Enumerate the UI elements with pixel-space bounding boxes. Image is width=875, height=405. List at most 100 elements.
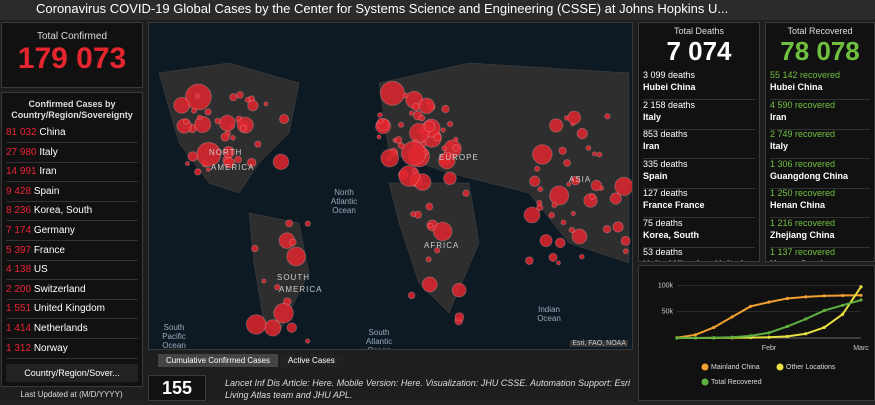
deaths-place: Iran xyxy=(643,141,660,151)
case-bubble xyxy=(604,113,611,120)
case-bubble xyxy=(418,97,435,115)
deaths-place: Spain xyxy=(643,170,668,181)
case-bubble xyxy=(452,143,460,152)
recovered-row: 4 590 recovered Iran xyxy=(770,99,870,130)
recovered-panel: Total Recovered 78 078 55 142 recovered H… xyxy=(765,22,875,262)
case-bubble xyxy=(591,151,597,157)
country-name: Switzerland xyxy=(33,283,86,295)
point xyxy=(712,325,716,330)
case-bubble xyxy=(602,224,612,234)
case-bubble xyxy=(570,210,576,217)
case-bubble xyxy=(194,115,212,134)
x-tick-label: Marc xyxy=(853,345,869,352)
point xyxy=(712,336,716,340)
recovered-place: Hubei China xyxy=(770,82,823,92)
map[interactable]: NORTH AMERICA North Atlantic Ocean EUROPE AF… xyxy=(148,22,633,350)
recovered-row: 1 216 recovered Zhejiang China xyxy=(770,217,870,248)
legend-swatch xyxy=(701,363,709,371)
case-bubble xyxy=(190,107,197,114)
case-bubble xyxy=(523,206,541,224)
case-bubble xyxy=(418,114,426,122)
country-name: Norway xyxy=(33,342,68,354)
recovered-place: Korea, South xyxy=(770,258,870,261)
selector-text[interactable]: Country/Region/Sover... xyxy=(24,368,120,378)
recovered-row: 1 137 recoveredKorea, South xyxy=(770,246,870,261)
case-bubble xyxy=(441,145,447,152)
case-bubble xyxy=(551,202,558,209)
case-bubble xyxy=(245,314,267,335)
case-count: 2 200 xyxy=(6,283,32,295)
country-row: 1 551 United Kingdom xyxy=(6,299,138,320)
point xyxy=(859,285,863,289)
recovered-row: 1 250 recovered Henan China xyxy=(770,187,870,218)
case-bubble xyxy=(304,338,311,344)
case-bubble xyxy=(571,228,588,245)
recovered-row: 55 142 recovered Hubei China xyxy=(770,69,870,100)
deaths-count: 853 deaths xyxy=(643,129,688,139)
case-bubble xyxy=(380,148,400,168)
point xyxy=(785,334,789,339)
map-tab[interactable]: Cumulative Confirmed Cases xyxy=(158,354,279,367)
point xyxy=(730,335,734,339)
country-name: Netherlands xyxy=(33,323,88,334)
country-name: United Kingdom xyxy=(33,303,105,315)
case-bubble xyxy=(620,235,631,246)
case-bubble xyxy=(560,219,567,226)
point xyxy=(859,293,863,297)
point xyxy=(804,295,808,299)
case-bubble xyxy=(558,146,567,156)
case-bubble xyxy=(462,189,470,197)
deaths-label: Total Deaths xyxy=(673,26,725,36)
recovered-place: Iran xyxy=(770,111,787,122)
legend-label: Mainland China xyxy=(711,364,760,371)
case-bubble xyxy=(549,118,564,133)
map-label: AMERICA xyxy=(211,163,255,172)
chart-panel: 50k 100k Febr Marc Mainland China Other Locat… xyxy=(638,265,875,401)
confirmed-list: Confirmed Cases by Country/Region/Sovere… xyxy=(1,92,143,387)
case-bubble xyxy=(264,319,282,337)
deaths-place: Korea, South xyxy=(643,229,700,240)
case-bubble xyxy=(254,140,262,148)
case-bubble xyxy=(377,117,384,124)
deaths-total: 7 074 xyxy=(666,36,732,66)
recovered-count: 1 216 recovered xyxy=(770,217,836,228)
map-label: ASIA xyxy=(569,175,592,184)
case-count: 9 428 xyxy=(6,185,32,197)
case-bubble xyxy=(274,283,281,291)
case-bubble xyxy=(286,246,306,267)
country-row: 7 174 Germany xyxy=(6,221,138,241)
legend-label: Total Recovered xyxy=(711,379,762,386)
point xyxy=(804,317,808,321)
deaths-panel: Total Deaths 7 074 3 099 deaths Hubei Chi… xyxy=(638,22,760,262)
recovered-row: 1 306 recovered Guangdong China xyxy=(770,158,870,189)
point xyxy=(859,298,863,302)
selector[interactable]: Country/Region/Sover... xyxy=(6,364,138,382)
country-name: Iran xyxy=(39,166,57,178)
recovered-place: Guangdong China xyxy=(770,170,848,181)
case-bubble xyxy=(433,247,441,254)
case-bubble xyxy=(379,80,405,106)
country-name: China xyxy=(39,127,66,138)
case-bubble xyxy=(196,114,203,121)
point xyxy=(822,325,826,330)
country-row: 27 980 Italy xyxy=(6,143,138,163)
country-name: Italy xyxy=(39,146,58,158)
country-name: France xyxy=(33,244,65,256)
country-row: 81 032 China xyxy=(6,123,138,143)
chart: 50k 100k Febr Marc Mainland China Other Locat… xyxy=(658,282,869,386)
case-count: 1 414 xyxy=(6,323,32,334)
recovered-place: Henan China xyxy=(770,200,826,210)
point xyxy=(822,294,826,298)
map-tab[interactable]: Active Cases xyxy=(280,354,343,367)
recovered-count: 2 749 recovered xyxy=(770,129,836,139)
case-count: 1 551 xyxy=(6,303,32,315)
case-bubble xyxy=(234,155,243,164)
case-bubble xyxy=(590,179,603,192)
recovered-total: 78 078 xyxy=(780,36,860,66)
case-bubble xyxy=(443,171,457,186)
deaths-place: Hubei China xyxy=(643,82,696,92)
case-count: 5 397 xyxy=(6,244,32,256)
point xyxy=(785,324,789,328)
case-count: 27 980 xyxy=(6,146,37,158)
deaths-count: 2 158 deaths xyxy=(643,99,696,110)
